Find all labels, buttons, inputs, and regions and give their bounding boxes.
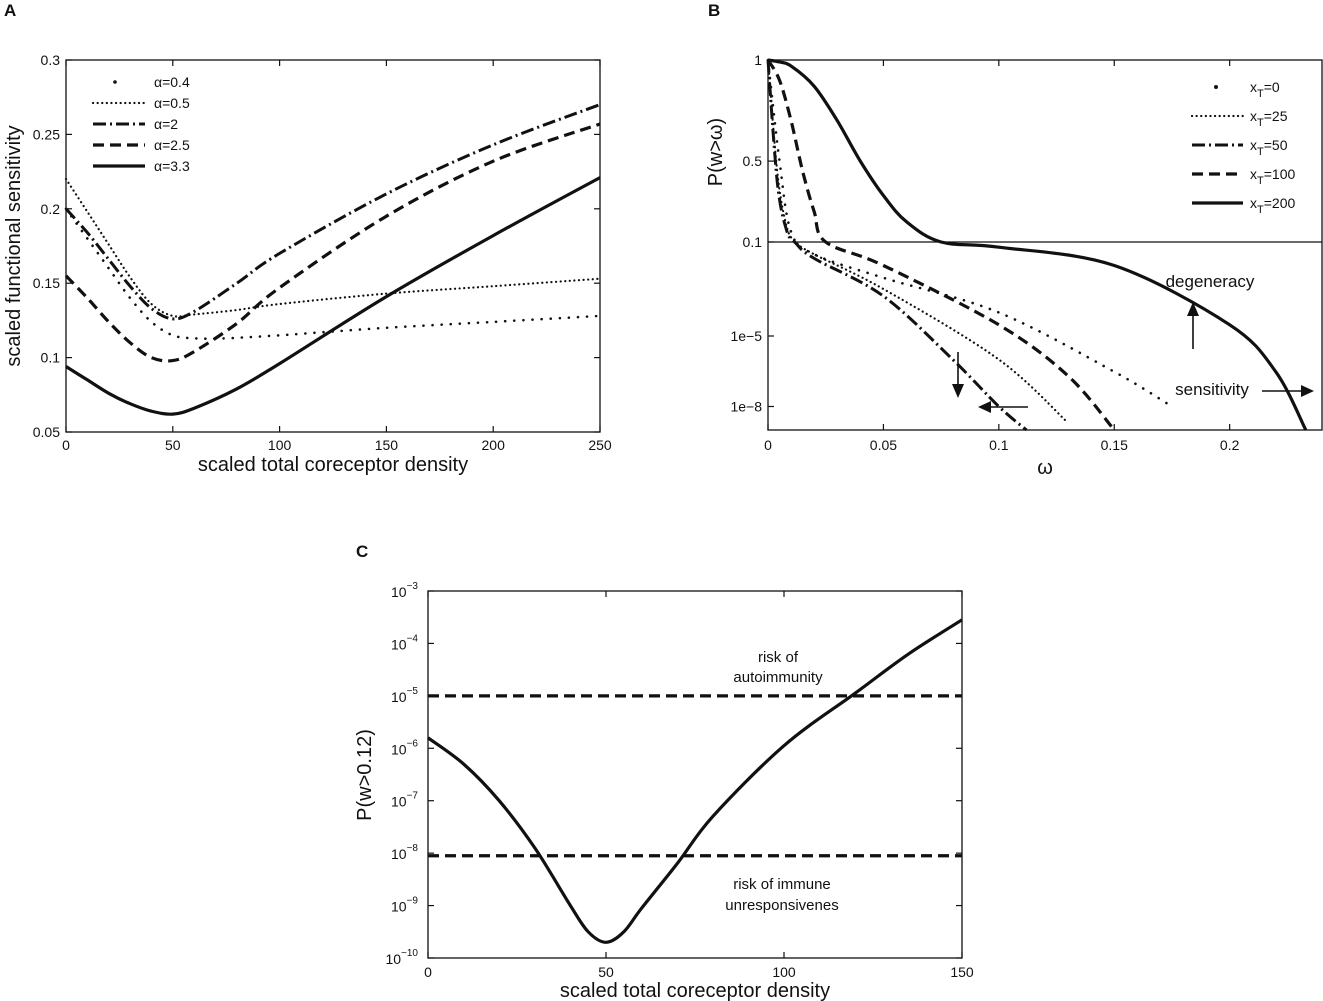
panel-b-legend-label: xT=50: [1250, 137, 1288, 158]
panel-b-x-tick-label: 0.2: [1220, 437, 1240, 453]
panel-b-y-axis-label: P(w>ω): [705, 118, 727, 186]
panel-a-series-0-4: [64, 207, 602, 340]
panel-c-axes-frame: [427, 590, 963, 959]
panel-a-y-axis-label: scaled functional sensitivity: [3, 125, 25, 366]
panel-c: C 0 50 100 150 10−10 10−9 10−8 10−7 10−6 10−5 10−4…: [354, 542, 974, 1001]
panel-b-y-tick-label-upper: 0.1: [743, 234, 763, 250]
panel-a-x-tick-label: 200: [482, 437, 506, 453]
panel-b-legend-label: xT=100: [1250, 166, 1295, 187]
sensitivity-annotation: sensitivity: [1175, 380, 1249, 399]
panel-c-x-tick-label: 0: [424, 964, 432, 980]
panel-c-y-tick-label: 10−4: [391, 633, 418, 652]
panel-b-axes-frame: [767, 59, 1323, 431]
autoimmunity-annotation-line2: autoimmunity: [733, 669, 823, 686]
panel-c-x-tick-label: 150: [950, 964, 974, 980]
panel-a-x-tick-label: 250: [588, 437, 612, 453]
panel-a-y-tick-label: 0.15: [33, 275, 60, 291]
panel-a-legend-label: α=2: [154, 116, 178, 132]
panel-b-legend-label: xT=25: [1250, 108, 1288, 129]
panel-b-x-tick-label: 0.05: [870, 437, 897, 453]
panel-b-label: B: [708, 1, 720, 20]
panel-b-y-tick-label-lower: 1e−5: [730, 328, 762, 344]
panel-b-x-tick-label: 0.1: [989, 437, 1009, 453]
panel-b-x-tick-label: 0: [764, 437, 772, 453]
panel-c-y-tick-label: 10−7: [391, 791, 418, 810]
panel-b-series-x-t-200: [767, 58, 1308, 431]
panel-a-y-tick-label: 0.25: [33, 126, 60, 142]
panel-c-x-tick-label: 100: [772, 964, 796, 980]
panel-c-annotations: risk of autoimmunity risk of immune unre…: [725, 649, 838, 914]
panel-a: A 0 50 100 150 200 250 0.05 0.1 0.15 0.2 0.25 0.3 α…: [3, 1, 612, 476]
autoimmunity-annotation-line1: risk of: [758, 649, 799, 666]
panel-a-legend-label: α=0.5: [154, 95, 190, 111]
panel-c-x-tick-label: 50: [598, 964, 614, 980]
panel-a-y-tick-label: 0.05: [33, 424, 60, 440]
sensitivity-arrowhead-right-icon: [1301, 385, 1314, 397]
degeneracy-annotation: degeneracy: [1166, 272, 1255, 291]
panel-c-y-tick-label: 10−8: [391, 843, 418, 862]
panel-b-legend-label: xT=200: [1250, 195, 1295, 216]
panel-a-legend-swatch: [113, 80, 117, 84]
panel-b-y-tick-label-upper: 1: [754, 52, 762, 68]
panel-a-series-2: [64, 103, 601, 321]
panel-c-y-tick-label: 10−10: [385, 948, 418, 967]
panel-a-x-axis-label: scaled total coreceptor density: [198, 454, 468, 476]
unresponsiveness-annotation-line2: unresponsivenes: [725, 897, 838, 914]
panel-b-series-x-t-0: [766, 58, 1174, 408]
panel-c-y-tick-label: 10−5: [391, 686, 418, 705]
panel-b-series-x-t-50: [766, 59, 1028, 432]
panel-a-x-tick-label: 0: [62, 437, 70, 453]
panel-c-y-tick-label: 10−9: [391, 896, 418, 915]
panel-b-y-tick-label-upper: 0.5: [743, 153, 763, 169]
panel-a-legend-label: α=0.4: [154, 74, 190, 90]
panel-b-x-tick-label: 0.15: [1101, 437, 1128, 453]
panel-a-legend-label: α=3.3: [154, 158, 190, 174]
panel-c-y-axis-label: P(w>0.12): [354, 729, 376, 821]
panel-a-x-tick-label: 100: [268, 437, 292, 453]
degeneracy-arrowhead-icon: [1187, 302, 1199, 316]
panel-b-y-tick-label-lower: 1e−8: [730, 399, 762, 415]
panel-c-label: C: [356, 542, 368, 561]
unresponsiveness-annotation-line1: risk of immune: [733, 876, 831, 893]
panel-a-y-tick-label: 0.3: [41, 52, 61, 68]
panel-b-x-axis-label: ω: [1037, 457, 1053, 479]
panel-b-series-x-t-25: [766, 58, 1070, 424]
panel-a-y-tick-label: 0.2: [41, 201, 61, 217]
panel-b-annotations: degeneracy sensitivity: [952, 272, 1314, 413]
panel-c-y-tick-label: 10−6: [391, 738, 418, 757]
panel-a-axes-frame: [65, 59, 601, 433]
panel-a-y-tick-label: 0.1: [41, 350, 61, 366]
panel-a-label: A: [4, 1, 16, 20]
panel-a-x-tick-label: 150: [375, 437, 399, 453]
panel-b-legend-swatch: [1214, 85, 1218, 89]
panel-a-series-0-5: [64, 177, 602, 318]
panel-c-y-tick-label: 10−3: [391, 581, 418, 600]
panel-b: B 0 0.05 0.1 0.15 0.2 0.1 0.5 1 1e−5 1e−8 xT=0 xT=…: [705, 1, 1323, 479]
panel-a-series-2-5: [64, 122, 601, 363]
down-arrowhead-icon: [952, 384, 964, 398]
panel-c-series-p-w-0-12: [427, 618, 963, 944]
panel-c-x-axis-label: scaled total coreceptor density: [560, 980, 830, 1001]
left-arrowhead-icon: [978, 401, 991, 413]
panel-a-x-tick-label: 50: [165, 437, 181, 453]
panel-a-legend-label: α=2.5: [154, 137, 190, 153]
panel-a-series-3-3: [65, 176, 601, 416]
panel-b-series-x-t-100: [766, 59, 1116, 432]
panel-b-legend-label: xT=0: [1250, 79, 1280, 100]
